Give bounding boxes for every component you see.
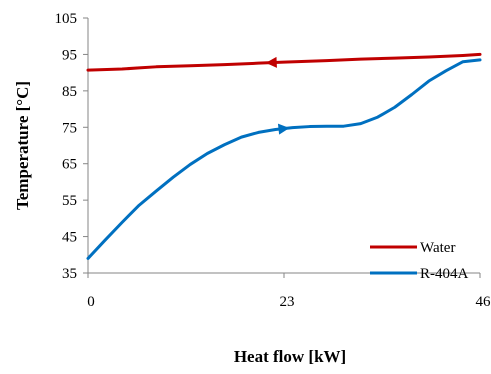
series-arrow-r-404a	[277, 123, 290, 135]
y-tick-label: 45	[62, 230, 77, 246]
legend-item: Water	[370, 240, 455, 256]
y-tick-label: 35	[62, 266, 77, 282]
y-tick-label: 105	[55, 11, 78, 27]
y-tick-label: 75	[62, 120, 77, 136]
x-tick-label: 23	[280, 294, 295, 310]
legend-label: R-404A	[420, 266, 469, 282]
x-ticks: 0 23 46	[87, 273, 491, 310]
legend-item: R-404A	[370, 266, 469, 282]
y-tick-label: 55	[62, 193, 77, 209]
y-tick-label: 65	[62, 157, 77, 173]
y-tick-label: 85	[62, 84, 77, 100]
legend: Water R-404A	[370, 240, 469, 282]
x-axis-title: Heat flow [kW]	[234, 347, 346, 366]
y-ticks: 35 45 55 65 75 85 95 105	[55, 11, 88, 282]
plot-area: 35 45 55 65 75 85 95 105 0 23 46	[55, 11, 491, 310]
series-line-water	[86, 52, 482, 72]
series-line-r-404a	[86, 58, 482, 260]
series-arrow-water	[265, 56, 277, 68]
y-axis-title: Temperature [°C]	[13, 81, 32, 210]
series-group	[86, 52, 482, 260]
x-tick-label: 46	[476, 294, 491, 310]
legend-label: Water	[420, 240, 455, 256]
y-tick-label: 95	[62, 47, 77, 63]
x-tick-label: 0	[87, 294, 95, 310]
